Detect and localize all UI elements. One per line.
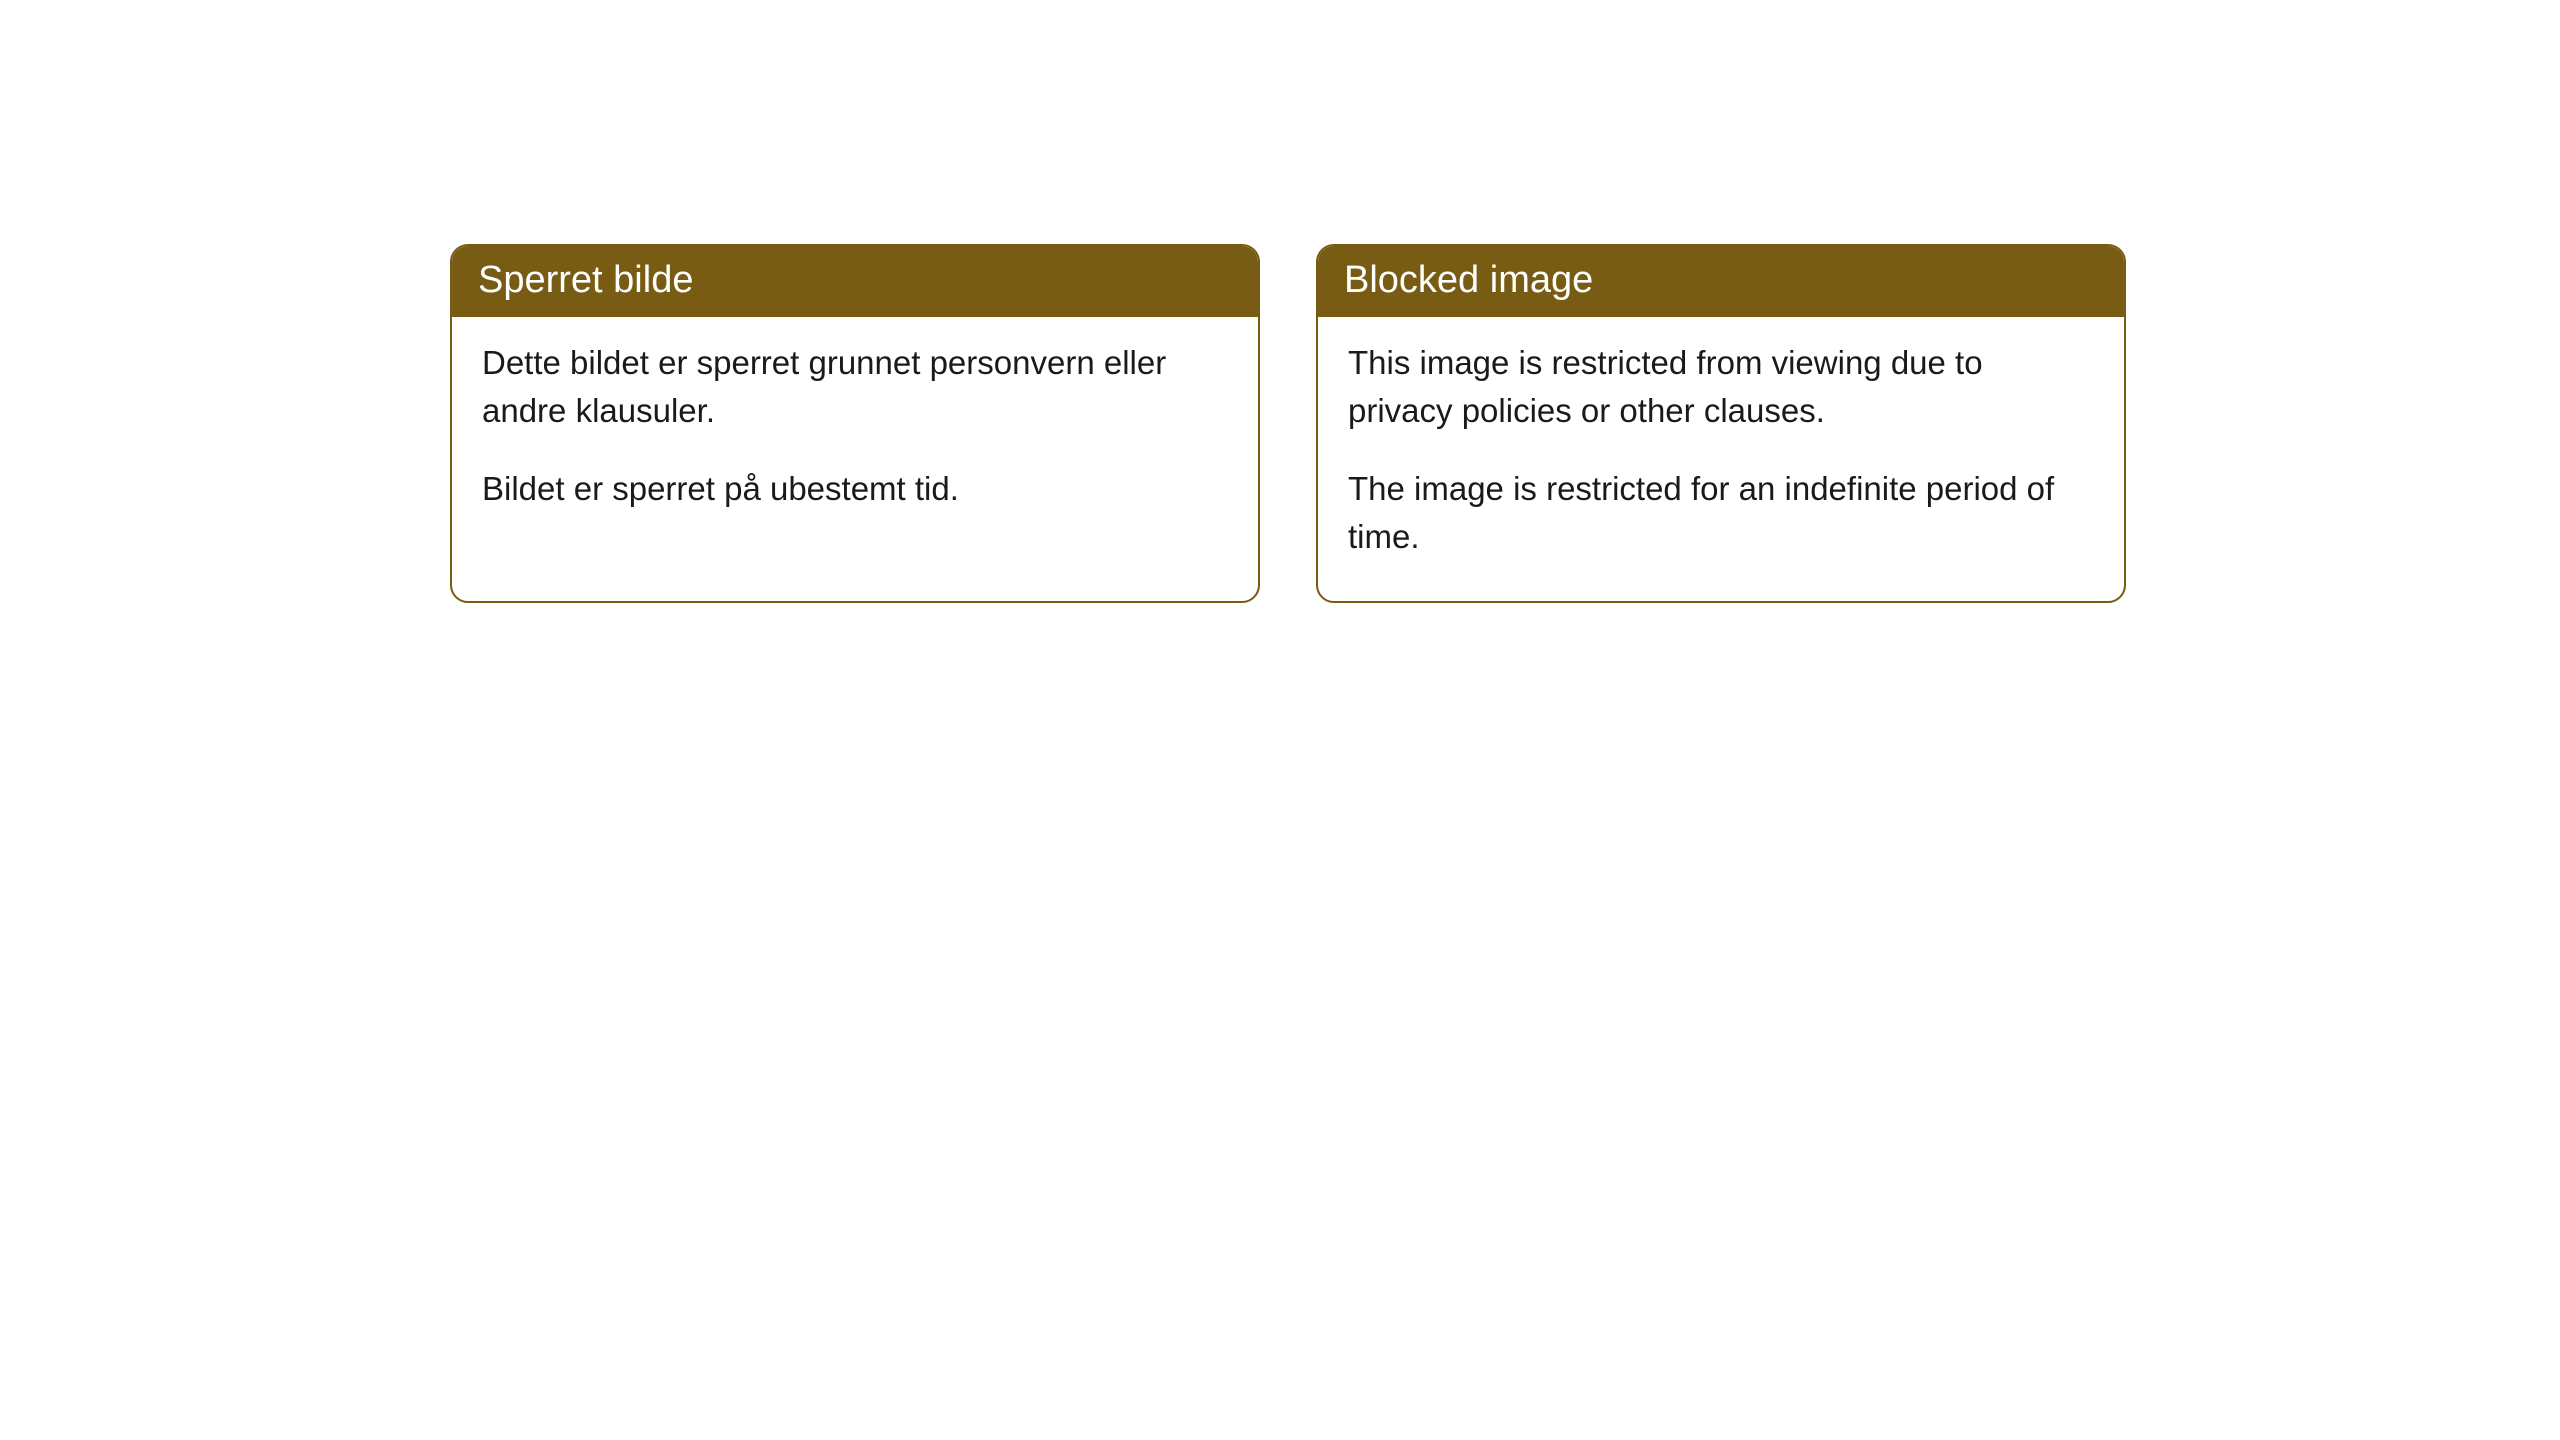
card-header-norwegian: Sperret bilde (452, 246, 1258, 317)
card-body-norwegian: Dette bildet er sperret grunnet personve… (452, 317, 1258, 553)
blocked-image-card-norwegian: Sperret bilde Dette bildet er sperret gr… (450, 244, 1260, 603)
card-header-english: Blocked image (1318, 246, 2124, 317)
card-para1-norwegian: Dette bildet er sperret grunnet personve… (482, 339, 1228, 435)
blocked-image-card-english: Blocked image This image is restricted f… (1316, 244, 2126, 603)
cards-container: Sperret bilde Dette bildet er sperret gr… (0, 0, 2560, 603)
card-para2-norwegian: Bildet er sperret på ubestemt tid. (482, 465, 1228, 513)
card-para2-english: The image is restricted for an indefinit… (1348, 465, 2094, 561)
card-body-english: This image is restricted from viewing du… (1318, 317, 2124, 600)
card-para1-english: This image is restricted from viewing du… (1348, 339, 2094, 435)
